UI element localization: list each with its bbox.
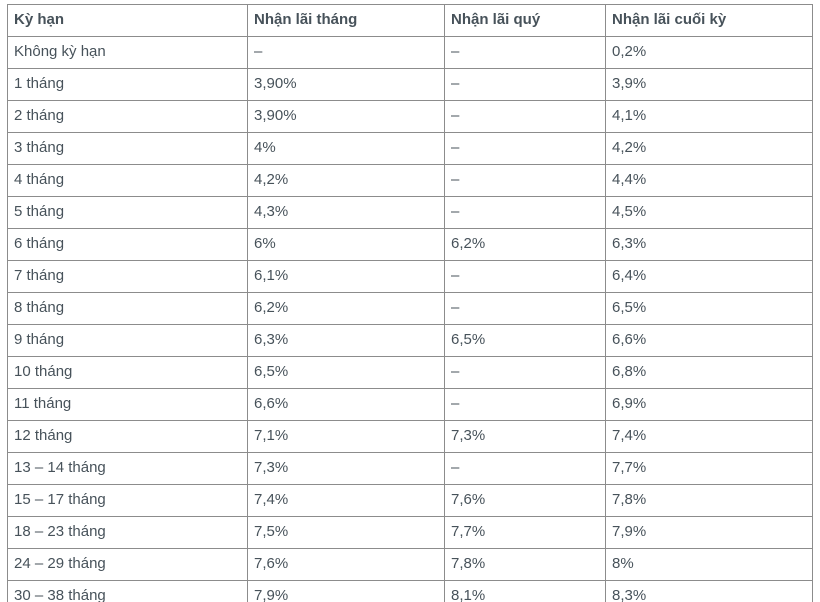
rate-cell: – (444, 356, 606, 389)
table-row: 24 – 29 tháng 7,6% 7,8% 8% (7, 548, 813, 581)
table-row: 3 tháng 4% –4,2% (7, 132, 813, 165)
rate-cell: – (247, 36, 445, 69)
term-cell: 6 tháng (7, 228, 248, 261)
rate-cell: 8,3% (605, 580, 813, 602)
term-cell: 15 – 17 tháng (7, 484, 248, 517)
rate-cell: 7,3% (444, 420, 606, 453)
rate-cell: 4,2% (605, 132, 813, 165)
term-cell: 13 – 14 tháng (7, 452, 248, 485)
rate-cell: 7,7% (444, 516, 606, 549)
rate-cell: 3,90% (247, 100, 445, 133)
table-row: 8 tháng 6,2% –6,5% (7, 292, 813, 325)
table-row: 12 tháng 7,1% 7,3% 7,4% (7, 420, 813, 453)
column-header: Nhận lãi cuối kỳ (605, 4, 813, 37)
term-cell: 11 tháng (7, 388, 248, 421)
table-row: 2 tháng 3,90% –4,1% (7, 100, 813, 133)
rate-cell: 6,5% (247, 356, 445, 389)
rate-cell: 6,3% (247, 324, 445, 357)
rate-cell: 6,4% (605, 260, 813, 293)
rate-cell: 7,1% (247, 420, 445, 453)
column-header: Nhận lãi tháng (247, 4, 445, 37)
rate-cell: 7,7% (605, 452, 813, 485)
term-cell: 3 tháng (7, 132, 248, 165)
rate-cell: 4,5% (605, 196, 813, 229)
rate-cell: 7,6% (444, 484, 606, 517)
term-cell: 10 tháng (7, 356, 248, 389)
rate-cell: 4,3% (247, 196, 445, 229)
rate-cell: 7,8% (444, 548, 606, 581)
table-row: 30 – 38 tháng 7,9% 8,1% 8,3% (7, 580, 813, 602)
rate-cell: 3,9% (605, 68, 813, 101)
rate-cell: – (444, 100, 606, 133)
rate-cell: 8% (605, 548, 813, 581)
rate-cell: 7,3% (247, 452, 445, 485)
rate-cell: – (444, 452, 606, 485)
rate-cell: – (444, 132, 606, 165)
table-body: Không kỳ hạn – –0,2% 1 tháng 3,90% –3,9% 2 thá… (7, 36, 813, 602)
rate-cell: 7,9% (605, 516, 813, 549)
term-cell: 9 tháng (7, 324, 248, 357)
table-row: 4 tháng 4,2% –4,4% (7, 164, 813, 197)
term-cell: 24 – 29 tháng (7, 548, 248, 581)
table-row: 18 – 23 tháng 7,5% 7,7% 7,9% (7, 516, 813, 549)
interest-rate-table: Kỳ hạn Nhận lãi tháng Nhận lãi quý Nhận lãi… (7, 4, 813, 602)
rate-cell: – (444, 68, 606, 101)
rate-cell: 3,90% (247, 68, 445, 101)
table-row: 13 – 14 tháng 7,3% –7,7% (7, 452, 813, 485)
term-cell: 30 – 38 tháng (7, 580, 248, 602)
rate-cell: 7,5% (247, 516, 445, 549)
column-header: Nhận lãi quý (444, 4, 606, 37)
rate-cell: – (444, 388, 606, 421)
rate-cell: 6,3% (605, 228, 813, 261)
rate-cell: – (444, 292, 606, 325)
rate-cell: 7,6% (247, 548, 445, 581)
table-row: 5 tháng 4,3% –4,5% (7, 196, 813, 229)
rate-cell: 4,2% (247, 164, 445, 197)
rate-cell: 6,2% (444, 228, 606, 261)
table-row: 11 tháng 6,6% –6,9% (7, 388, 813, 421)
rate-cell: – (444, 36, 606, 69)
rate-cell: 6,6% (247, 388, 445, 421)
rate-cell: – (444, 164, 606, 197)
rate-cell: 8,1% (444, 580, 606, 602)
rate-cell: 6,9% (605, 388, 813, 421)
table-row: Không kỳ hạn – –0,2% (7, 36, 813, 69)
rate-cell: 7,9% (247, 580, 445, 602)
rate-cell: 6,5% (444, 324, 606, 357)
term-cell: 5 tháng (7, 196, 248, 229)
rate-cell: 6,5% (605, 292, 813, 325)
rate-cell: 7,4% (605, 420, 813, 453)
rate-cell: 0,2% (605, 36, 813, 69)
rate-cell: 6,6% (605, 324, 813, 357)
rate-cell: 7,8% (605, 484, 813, 517)
rate-cell: 4,4% (605, 164, 813, 197)
term-cell: 18 – 23 tháng (7, 516, 248, 549)
rate-cell: 6,2% (247, 292, 445, 325)
table-header-row: Kỳ hạn Nhận lãi tháng Nhận lãi quý Nhận lãi… (7, 4, 813, 37)
table-row: 1 tháng 3,90% –3,9% (7, 68, 813, 101)
rate-cell: 6,8% (605, 356, 813, 389)
term-cell: 8 tháng (7, 292, 248, 325)
term-cell: 4 tháng (7, 164, 248, 197)
table-row: 15 – 17 tháng 7,4% 7,6% 7,8% (7, 484, 813, 517)
table-row: 6 tháng 6% 6,2% 6,3% (7, 228, 813, 261)
rate-cell: 4,1% (605, 100, 813, 133)
term-cell: 2 tháng (7, 100, 248, 133)
rate-cell: 6,1% (247, 260, 445, 293)
term-cell: Không kỳ hạn (7, 36, 248, 69)
term-cell: 12 tháng (7, 420, 248, 453)
rate-cell: 7,4% (247, 484, 445, 517)
term-cell: 1 tháng (7, 68, 248, 101)
rate-cell: – (444, 196, 606, 229)
table-row: 9 tháng 6,3% 6,5% 6,6% (7, 324, 813, 357)
rate-cell: 4% (247, 132, 445, 165)
column-header: Kỳ hạn (7, 4, 248, 37)
table-row: 7 tháng 6,1% –6,4% (7, 260, 813, 293)
rate-cell: – (444, 260, 606, 293)
rate-cell: 6% (247, 228, 445, 261)
term-cell: 7 tháng (7, 260, 248, 293)
table-row: 10 tháng 6,5% –6,8% (7, 356, 813, 389)
